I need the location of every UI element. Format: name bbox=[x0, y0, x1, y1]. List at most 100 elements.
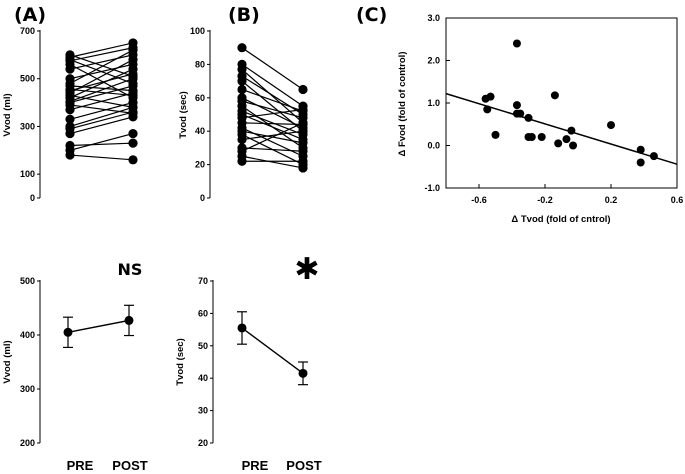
subject-line bbox=[241, 122, 304, 126]
subject-line bbox=[241, 97, 304, 129]
panel-b-y-tick-label: 100 bbox=[190, 26, 205, 36]
panel-c-x-tick-label: 0.6 bbox=[671, 195, 684, 205]
scatter-point bbox=[527, 133, 536, 141]
subject-line bbox=[241, 108, 304, 119]
pre-point bbox=[237, 64, 247, 75]
scatter-point bbox=[486, 92, 495, 101]
scatter-point bbox=[550, 91, 559, 100]
scatter-point bbox=[636, 145, 645, 154]
subject-line bbox=[241, 155, 304, 169]
post-point bbox=[298, 156, 308, 166]
pre-point bbox=[237, 84, 247, 95]
panel-b-y-axis-label: Tvod (sec) bbox=[178, 91, 189, 139]
panel-a-y-tick-label: 500 bbox=[20, 74, 35, 84]
scatter-point bbox=[607, 121, 615, 130]
panel-b-y-tick-label: 20 bbox=[195, 160, 205, 170]
pre-point bbox=[65, 64, 75, 74]
panel-a-y-tick-label: 300 bbox=[20, 121, 35, 131]
subject-line bbox=[69, 142, 134, 147]
subject-line bbox=[69, 92, 134, 111]
subject-line bbox=[69, 133, 134, 151]
subject-line bbox=[69, 47, 134, 62]
subject-line bbox=[69, 111, 134, 130]
post-mean-point bbox=[124, 315, 134, 325]
panel-e-category-post: POST bbox=[286, 458, 321, 473]
subject-line bbox=[69, 104, 134, 114]
panel-a-y-axis-label: Vvod (ml) bbox=[2, 93, 13, 136]
panel-c-y-tick-label: 3.0 bbox=[427, 13, 440, 23]
subject-line bbox=[69, 85, 134, 92]
panel-c-scatter: (C) Δ Fvod (fold of control) Δ Tvod (fol… bbox=[356, 4, 683, 225]
subject-line bbox=[241, 130, 304, 141]
subject-line bbox=[241, 88, 304, 112]
panel-c-y-axis-label: Δ Fvod (fold of control) bbox=[397, 52, 408, 157]
panel-a-label: (A) bbox=[14, 4, 46, 26]
pre-mean-point bbox=[237, 323, 247, 333]
post-point bbox=[128, 55, 138, 65]
pre-point bbox=[65, 128, 75, 139]
panel-b-label: (B) bbox=[228, 4, 260, 26]
scatter-point bbox=[562, 135, 571, 144]
subject-line bbox=[69, 116, 134, 135]
subject-line bbox=[69, 59, 134, 94]
subject-line bbox=[69, 54, 134, 70]
post-point bbox=[128, 138, 138, 148]
panel-b-y-tick-label: 80 bbox=[195, 59, 205, 69]
pre-point bbox=[237, 76, 247, 86]
panel-b-y-tick-label: 60 bbox=[195, 93, 205, 103]
panel-c-y-tick-label: 1.0 bbox=[427, 98, 440, 108]
panel-d-y-tick-label: 200 bbox=[20, 438, 35, 448]
subject-line bbox=[69, 88, 134, 97]
panel-e-significance-asterisk: ✱ bbox=[294, 252, 319, 287]
panel-a-vvod-paired: (A) Vvod (ml) 0 100 300 500 700 bbox=[2, 4, 138, 203]
subject-line bbox=[69, 49, 134, 85]
subject-line bbox=[69, 63, 134, 99]
subject-line bbox=[241, 68, 304, 124]
regression-line bbox=[445, 92, 678, 165]
scatter-point bbox=[512, 101, 521, 110]
panel-e-y-tick-label: 30 bbox=[198, 406, 208, 416]
mean-connector-line bbox=[241, 327, 304, 374]
panel-c-x-tick-label: -0.2 bbox=[537, 195, 553, 205]
pre-point bbox=[237, 134, 247, 145]
panel-e-y-tick-label: 50 bbox=[198, 341, 208, 351]
post-point bbox=[128, 112, 138, 122]
subject-line bbox=[69, 68, 134, 99]
scatter-point bbox=[516, 109, 525, 118]
panel-e-y-tick-label: 40 bbox=[198, 373, 208, 383]
scatter-point bbox=[537, 133, 546, 141]
subject-line bbox=[69, 106, 134, 128]
panel-c-label: (C) bbox=[356, 4, 387, 26]
scatter-point bbox=[491, 130, 500, 139]
panel-d-vvod-mean: Vvod (ml) NS PRE POST 200 300 400 500 bbox=[2, 260, 148, 473]
pre-point bbox=[65, 150, 75, 160]
subject-line bbox=[69, 85, 134, 104]
post-point bbox=[128, 128, 138, 139]
pre-point bbox=[237, 156, 247, 166]
post-point bbox=[298, 126, 308, 136]
panel-e-category-pre: PRE bbox=[242, 458, 269, 473]
post-point bbox=[298, 118, 308, 128]
scatter-point bbox=[483, 105, 492, 114]
panel-e-tvod-mean: Tvod (sec) ✱ PRE POST 20 30 40 50 60 70 bbox=[175, 252, 322, 473]
subject-line bbox=[241, 110, 304, 136]
subject-line bbox=[241, 113, 304, 141]
pre-point bbox=[65, 105, 75, 115]
panel-d-significance-ns: NS bbox=[118, 260, 143, 279]
panel-a-y-tick-label: 700 bbox=[20, 26, 35, 36]
subject-line bbox=[241, 122, 304, 152]
panel-c-y-tick-label: 2.0 bbox=[427, 56, 440, 66]
panel-d-y-tick-label: 400 bbox=[20, 330, 35, 340]
pre-point bbox=[65, 114, 75, 124]
panel-b-y-tick-label: 40 bbox=[195, 126, 205, 136]
panel-c-y-tick-label: -1.0 bbox=[424, 183, 440, 193]
panel-e-y-axis-label: Tvod (sec) bbox=[175, 338, 186, 386]
subject-line bbox=[241, 100, 304, 119]
post-point bbox=[298, 146, 308, 156]
scatter-point bbox=[524, 113, 533, 122]
panel-e-y-tick-label: 60 bbox=[198, 308, 208, 318]
panel-d-y-axis-label: Vvod (ml) bbox=[2, 340, 13, 383]
post-point bbox=[298, 138, 308, 148]
subject-line bbox=[69, 78, 134, 102]
